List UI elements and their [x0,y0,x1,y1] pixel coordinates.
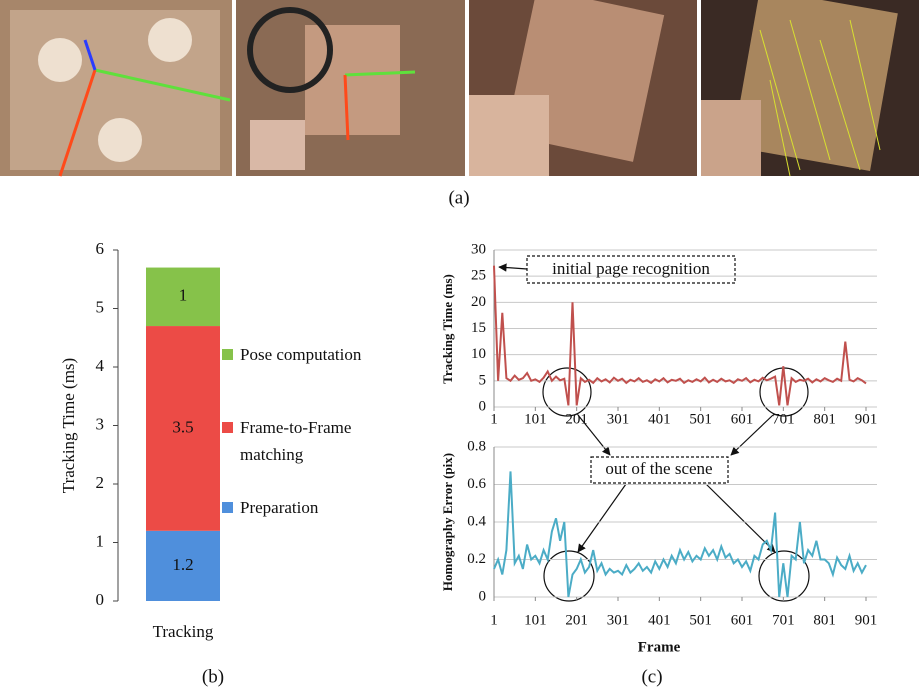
y-tick-label: 1 [96,531,105,550]
y-tick-label: 4 [96,356,105,375]
data-line [494,471,866,597]
caption: (b) [202,666,224,687]
x-tick-label: 601 [731,411,754,427]
y-tick-label: 20 [471,294,486,310]
legend-label: Frame-to-Frame matching [240,414,400,468]
y-tick-label: 0 [479,398,487,414]
x-tick-label: Tracking [153,622,214,641]
value-label: 3.5 [172,417,193,436]
legend-entry: Pose computation [240,341,400,401]
legend-swatch [222,502,233,513]
y-tick-label: 0.6 [467,476,486,492]
y-tick-label: 25 [471,268,486,284]
y-axis-label: Tracking Time (ms) [440,274,455,384]
x-tick-label: 901 [855,612,878,628]
x-tick-label: 501 [689,612,712,628]
caption: (c) [641,666,662,687]
x-tick-label: 301 [607,411,630,427]
x-tick-label: 801 [813,612,836,628]
y-axis-label: Homography Error (pix) [440,453,455,591]
figure: (a) (b) (c) 0123456Tracking Time (ms)Tra… [0,0,919,694]
y-tick-label: 0.8 [467,438,486,454]
x-tick-label: 801 [813,411,836,427]
value-label: 1 [179,286,188,305]
value-label: 1.2 [172,555,193,574]
legend-entry: Preparation [240,494,400,554]
x-tick-label: 701 [772,411,795,427]
photo-strip [0,0,919,176]
x-axis-label: Frame [638,639,681,655]
legend-label: Preparation [240,494,400,521]
y-tick-label: 5 [479,372,487,388]
data-line [494,266,866,406]
y-tick-label: 3 [96,414,105,433]
y-tick-label: 0.2 [467,551,486,567]
x-tick-label: 701 [772,612,795,628]
legend-swatch [222,349,233,360]
y-tick-label: 0.4 [467,513,486,529]
y-tick-label: 0 [96,590,105,609]
x-tick-label: 601 [731,612,754,628]
x-tick-label: 101 [524,612,547,628]
legend-label: Pose computation [240,341,400,368]
page: {"captions": ["(a)", "(b)", "(c)"], "cha… [0,0,919,694]
x-tick-label: 401 [648,612,671,628]
annotation-shapes [499,256,809,601]
y-tick-label: 2 [96,473,105,492]
y-tick-label: 5 [96,297,105,316]
x-tick-label: 101 [524,411,547,427]
y-tick-label: 30 [471,241,486,257]
x-tick-label: 301 [607,612,630,628]
annotation: out of the scene [605,459,712,478]
y-tick-label: 10 [471,346,486,362]
y-tick-label: 15 [471,320,486,336]
x-tick-label: 1 [490,612,498,628]
legend-swatch [222,422,233,433]
caption: (a) [448,187,469,208]
x-tick-label: 1 [490,411,498,427]
x-tick-label: 501 [689,411,712,427]
legend-entry: Frame-to-Frame matching [240,414,400,474]
annotation: initial page recognition [552,259,710,278]
y-tick-label: 6 [96,239,105,258]
x-tick-label: 901 [855,411,878,427]
y-tick-label: 0 [479,588,487,604]
x-tick-label: 201 [565,612,588,628]
x-tick-label: 401 [648,411,671,427]
x-tick-label: 201 [565,411,588,427]
y-axis-label: Tracking Time (ms) [59,358,78,493]
